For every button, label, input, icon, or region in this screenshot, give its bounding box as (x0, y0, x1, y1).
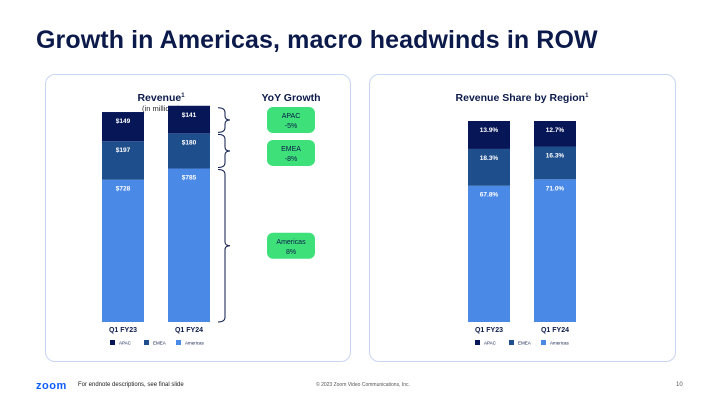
legend-label-americas: Americas (550, 341, 570, 346)
brace-americas (217, 169, 231, 323)
growth-pill-americas (267, 232, 315, 259)
brace-emea (217, 133, 231, 169)
bar-americas (468, 185, 510, 322)
x-tick-label: Q1 FY24 (541, 327, 569, 334)
data-label-apac: 12.7% (546, 127, 565, 134)
chart-title-text: Revenue (137, 92, 181, 104)
zoom-logo: zoom (36, 380, 67, 392)
copyright-text: © 2023 Zoom Video Communications, Inc. (316, 382, 410, 388)
legend-swatch-emea (144, 340, 149, 345)
bar-emea (534, 146, 576, 180)
bar-americas (168, 168, 210, 322)
x-tick-label: Q1 FY24 (175, 327, 203, 334)
legend-swatch-americas (541, 340, 546, 345)
revenue-share-panel: Revenue Share by Region1 67.8% 18.3% 13.9% Q… (369, 74, 676, 362)
chart-subtitle: (in millions) (142, 104, 180, 113)
data-label-emea: 16.3% (546, 153, 565, 160)
bar-emea (168, 133, 210, 169)
revenue-chart: Revenue1(in millions) $728 $197 $149 Q1 FY23… (102, 92, 321, 346)
growth-pill-value: -8% (285, 156, 297, 163)
x-tick-label: Q1 FY23 (109, 327, 137, 334)
legend-label-emea: EMEA (518, 341, 531, 346)
bar-emea (102, 141, 144, 180)
data-label-apac: $141 (182, 112, 197, 119)
x-tick-label: Q1 FY23 (475, 327, 503, 334)
bar-apac (102, 112, 144, 142)
chart-title-text: Revenue Share by Region (456, 92, 586, 104)
bar-emea (468, 148, 510, 186)
data-label-americas: 67.8% (480, 192, 499, 199)
legend-swatch-apac (110, 340, 115, 345)
data-label-americas: $785 (182, 175, 197, 182)
legend-label-americas: Americas (185, 341, 205, 346)
data-label-emea: 18.3% (480, 155, 499, 162)
legend-label-apac: APAC (119, 341, 132, 346)
bar-apac (168, 105, 210, 134)
growth-pill-apac (267, 107, 315, 134)
legend-swatch-americas (176, 340, 181, 345)
page-title: Growth in Americas, macro headwinds in R… (36, 26, 598, 54)
growth-pill-region: EMEA (281, 146, 301, 153)
data-label-apac: $149 (116, 118, 131, 125)
bar-americas (102, 179, 144, 322)
chart-title: Revenue1 (137, 92, 185, 104)
legend-label-emea: EMEA (153, 341, 166, 346)
endnote-text: For endnote descriptions, see final slid… (78, 382, 184, 388)
data-label-americas: $728 (116, 186, 131, 193)
legend-swatch-apac (475, 340, 480, 345)
legend-label-apac: APAC (484, 341, 497, 346)
data-label-apac: 13.9% (480, 127, 499, 134)
brace-apac (217, 107, 231, 133)
chart-title-superscript: 1 (585, 93, 589, 99)
bar-americas (534, 179, 576, 322)
chart-title-superscript: 1 (181, 93, 185, 99)
revenue-share-chart: Revenue Share by Region1 67.8% 18.3% 13.9% Q… (456, 92, 590, 346)
bar-apac (468, 121, 510, 149)
legend-swatch-emea (509, 340, 514, 345)
yoy-growth-header: YoY Growth (261, 92, 320, 104)
growth-pill-value: -5% (285, 123, 297, 130)
growth-pill-value: 8% (286, 249, 296, 256)
data-label-emea: $197 (116, 147, 131, 154)
data-label-emea: $180 (182, 139, 197, 146)
revenue-panel: Revenue1 (in millions) $728 $197 $149 Q1 FY23… (45, 74, 351, 362)
growth-pill-region: Americas (276, 239, 306, 246)
page-number: 10 (676, 382, 683, 388)
growth-pill-region: APAC (282, 113, 301, 120)
chart-title: Revenue Share by Region1 (456, 92, 590, 104)
bar-apac (534, 121, 576, 147)
growth-pill-emea (267, 139, 315, 166)
data-label-americas: 71.0% (546, 185, 565, 192)
